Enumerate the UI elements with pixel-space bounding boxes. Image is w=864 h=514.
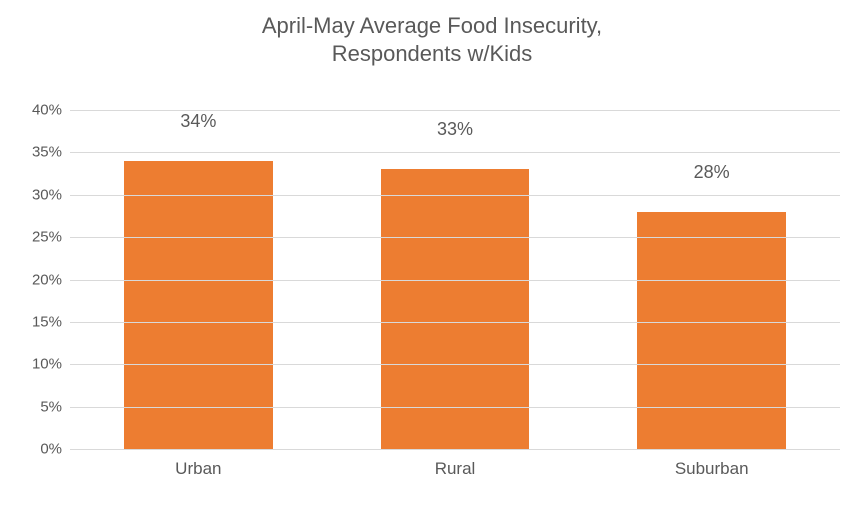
chart-title: April-May Average Food Insecurity, Respo… bbox=[0, 12, 864, 67]
bar-value-label: 28% bbox=[583, 162, 840, 183]
y-axis-tick: 15% bbox=[32, 313, 70, 330]
grid-line bbox=[70, 195, 840, 196]
grid-line bbox=[70, 407, 840, 408]
y-axis-tick: 30% bbox=[32, 186, 70, 203]
chart-title-line-1: April-May Average Food Insecurity, bbox=[0, 12, 864, 40]
grid-line bbox=[70, 322, 840, 323]
y-axis-tick: 10% bbox=[32, 356, 70, 373]
grid-line bbox=[70, 152, 840, 153]
chart-title-line-2: Respondents w/Kids bbox=[0, 40, 864, 68]
grid-line bbox=[70, 110, 840, 111]
grid-line bbox=[70, 237, 840, 238]
y-axis-tick: 5% bbox=[40, 398, 70, 415]
grid-line bbox=[70, 280, 840, 281]
y-axis-tick: 20% bbox=[32, 271, 70, 288]
y-axis-tick: 40% bbox=[32, 102, 70, 119]
x-axis-label: Rural bbox=[327, 449, 584, 479]
y-axis-tick: 25% bbox=[32, 229, 70, 246]
x-axis-label: Suburban bbox=[583, 449, 840, 479]
x-axis-label: Urban bbox=[70, 449, 327, 479]
bar-value-label: 34% bbox=[70, 111, 327, 132]
bar-value-label: 33% bbox=[327, 119, 584, 140]
grid-line bbox=[70, 364, 840, 365]
y-axis-tick: 0% bbox=[40, 441, 70, 458]
plot-area: 34%Urban33%Rural28%Suburban 0%5%10%15%20… bbox=[70, 110, 840, 450]
bar bbox=[637, 212, 786, 449]
y-axis-tick: 35% bbox=[32, 144, 70, 161]
chart-container: April-May Average Food Insecurity, Respo… bbox=[0, 0, 864, 514]
